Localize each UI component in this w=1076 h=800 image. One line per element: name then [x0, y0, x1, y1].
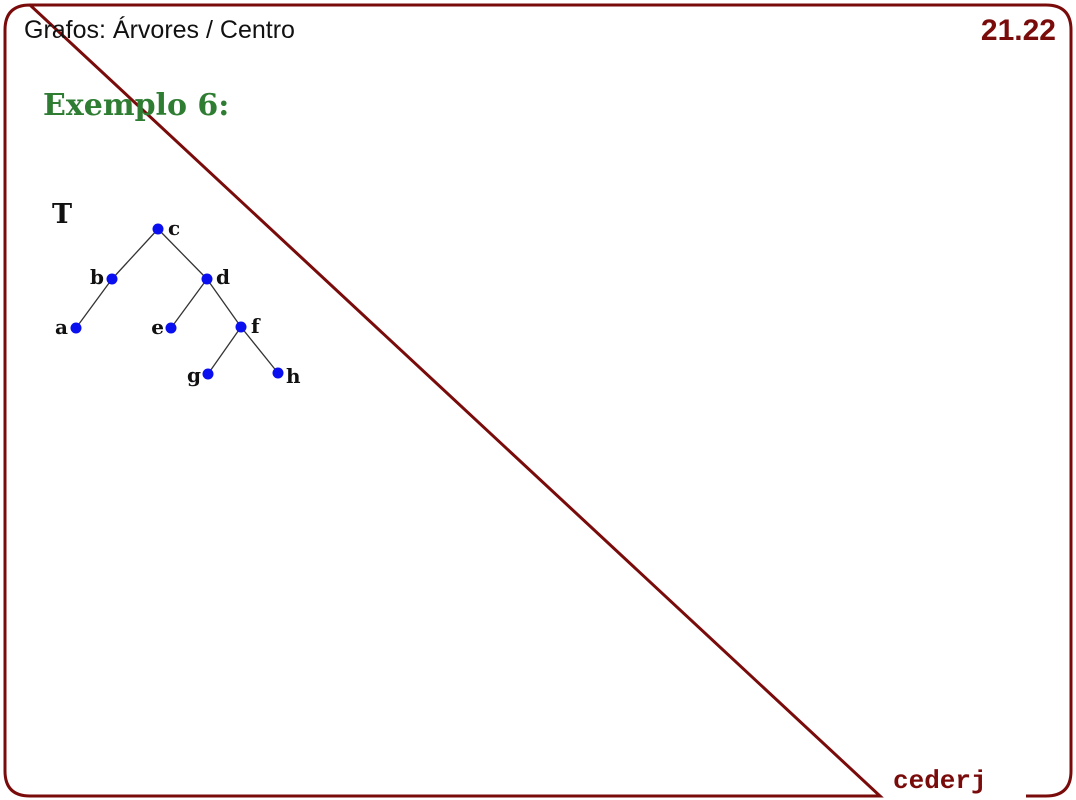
example-heading: Exemplo 6: — [43, 88, 230, 123]
tree-node-e — [165, 322, 177, 334]
tree-edge-f-g — [207, 326, 242, 375]
tree-node-label-d: d — [216, 265, 230, 289]
tree-edge-c-b — [111, 228, 159, 280]
slide-header-title: Grafos: Árvores / Centro — [24, 16, 295, 44]
tree-edge-d-f — [206, 278, 242, 328]
footer-brand-logo: cederj — [893, 766, 987, 796]
tree-edge-f-h — [240, 326, 279, 374]
tree-node-label-f: f — [251, 314, 261, 338]
tree-node-b — [106, 273, 118, 285]
tree-node-label-c: c — [168, 216, 180, 240]
tree-edge-c-d — [157, 228, 208, 280]
tree-node-label-e: e — [151, 315, 164, 339]
tree-node-label-a: a — [55, 315, 68, 339]
tree-node-label-b: b — [90, 265, 104, 289]
tree-node-label-h: h — [286, 364, 301, 388]
tree-node-a — [70, 322, 82, 334]
tree-edges — [75, 228, 279, 375]
tree-name-label: T — [52, 199, 72, 230]
tree-node-d — [201, 273, 213, 285]
tree-node-g — [202, 368, 214, 380]
tree-edge-d-e — [170, 278, 208, 329]
tree-node-c — [152, 223, 164, 235]
slide-number: 21.22 — [980, 14, 1056, 47]
tree-node-h — [272, 367, 284, 379]
tree-edge-b-a — [75, 278, 113, 329]
tree-node-labels: c b d a e f g h — [55, 216, 301, 388]
tree-node-f — [235, 321, 247, 333]
tree-node-label-g: g — [187, 363, 201, 387]
tree-nodes — [70, 223, 284, 380]
